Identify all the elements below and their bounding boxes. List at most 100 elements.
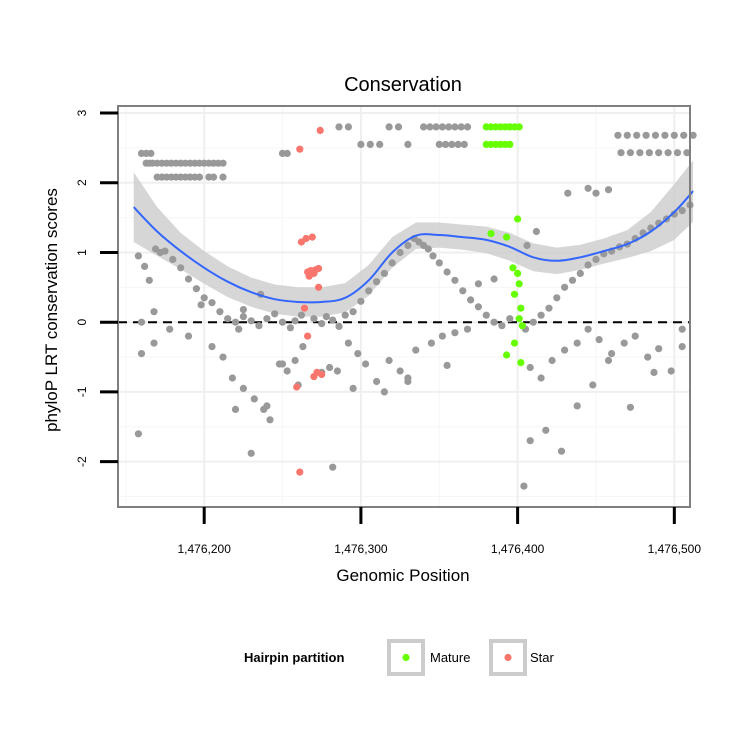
point-other-191 [651,131,660,139]
point-other-42 [177,264,185,272]
point-other-87 [498,322,506,330]
point-mature-7 [515,123,523,131]
point-star-15 [318,370,326,379]
point-other-37 [141,262,149,270]
point-other-62 [322,313,330,321]
point-mature-21 [515,315,523,323]
point-other-147 [573,339,581,347]
point-other-212 [435,140,443,148]
legend-marker-0 [402,653,410,662]
point-star-12 [304,332,312,340]
point-other-211 [463,123,472,131]
point-other-170 [557,447,566,455]
point-other-215 [454,140,462,148]
point-other-96 [576,269,584,277]
point-other-71 [388,259,396,267]
point-other-198 [636,149,644,157]
point-other-59 [297,311,305,319]
y-tick-label-2: 0 [75,319,89,326]
legend-label-1: Star [530,650,555,665]
point-other-27 [195,173,204,181]
point-other-77 [424,245,432,253]
y-tick-label-0: -2 [75,456,89,467]
point-other-45 [200,294,208,302]
point-star-10 [315,283,323,291]
point-other-206 [432,123,440,131]
point-other-164 [349,384,357,392]
point-other-181 [523,241,531,250]
point-other-220 [366,140,374,148]
point-other-92 [545,304,553,312]
point-other-209 [451,123,459,131]
point-other-97 [584,261,592,269]
point-other-127 [326,363,334,372]
point-other-115 [197,301,205,309]
point-other-63 [329,316,337,324]
point-other-111 [137,350,146,358]
point-other-64 [335,322,343,330]
point-other-53 [255,322,263,330]
point-other-190 [642,131,650,139]
smooth-line [132,190,694,304]
point-other-33 [147,149,155,157]
point-other-39 [150,308,158,316]
point-other-80 [443,268,451,276]
point-other-217 [335,123,343,131]
point-other-133 [385,356,393,365]
point-mature-17 [514,269,522,277]
point-other-82 [459,287,467,295]
point-mature-13 [506,140,514,148]
point-other-69 [373,278,381,286]
point-other-167 [443,361,451,369]
point-other-143 [526,363,534,372]
point-other-201 [664,149,672,157]
smooth-curve [132,190,694,304]
point-other-149 [595,336,603,344]
point-other-188 [623,131,631,139]
x-tick-label-2: 1,476,400 [491,542,545,556]
point-other-134 [396,367,404,375]
point-other-126 [299,343,307,351]
point-other-224 [404,140,412,148]
x-tick-label-0: 1,476,200 [177,542,231,556]
point-star-17 [296,468,304,476]
point-other-112 [150,339,158,347]
legend-marker-1 [504,653,512,662]
point-other-168 [526,437,534,445]
point-other-218 [344,123,352,131]
point-other-50 [235,325,243,333]
point-other-113 [166,325,174,333]
point-mature-18 [515,280,523,288]
panel-border [117,105,691,508]
point-other-137 [427,339,435,347]
point-other-90 [529,318,537,326]
point-other-131 [362,360,370,368]
point-other-130 [354,350,362,358]
point-other-141 [474,280,482,288]
point-other-95 [568,276,577,284]
point-mature-14 [487,230,495,238]
point-other-117 [219,353,227,361]
point-other-86 [490,318,498,326]
x-axis-label: Genomic Position [336,566,469,585]
point-other-108 [670,210,678,218]
point-other-118 [228,374,236,382]
point-mature-26 [514,215,522,223]
point-other-122 [266,416,274,424]
point-other-84 [474,303,482,311]
point-other-196 [617,149,625,157]
point-star-1 [296,145,304,153]
point-other-73 [404,241,412,250]
point-other-158 [231,405,240,413]
legend-title: Hairpin partition [244,650,344,665]
point-other-227 [520,482,528,490]
point-other-54 [263,315,271,323]
point-other-223 [394,123,403,131]
point-other-72 [396,248,404,257]
point-other-119 [239,384,247,392]
point-other-85 [482,311,490,319]
point-other-154 [655,345,663,353]
point-other-176 [678,325,686,333]
point-other-88 [506,315,514,323]
